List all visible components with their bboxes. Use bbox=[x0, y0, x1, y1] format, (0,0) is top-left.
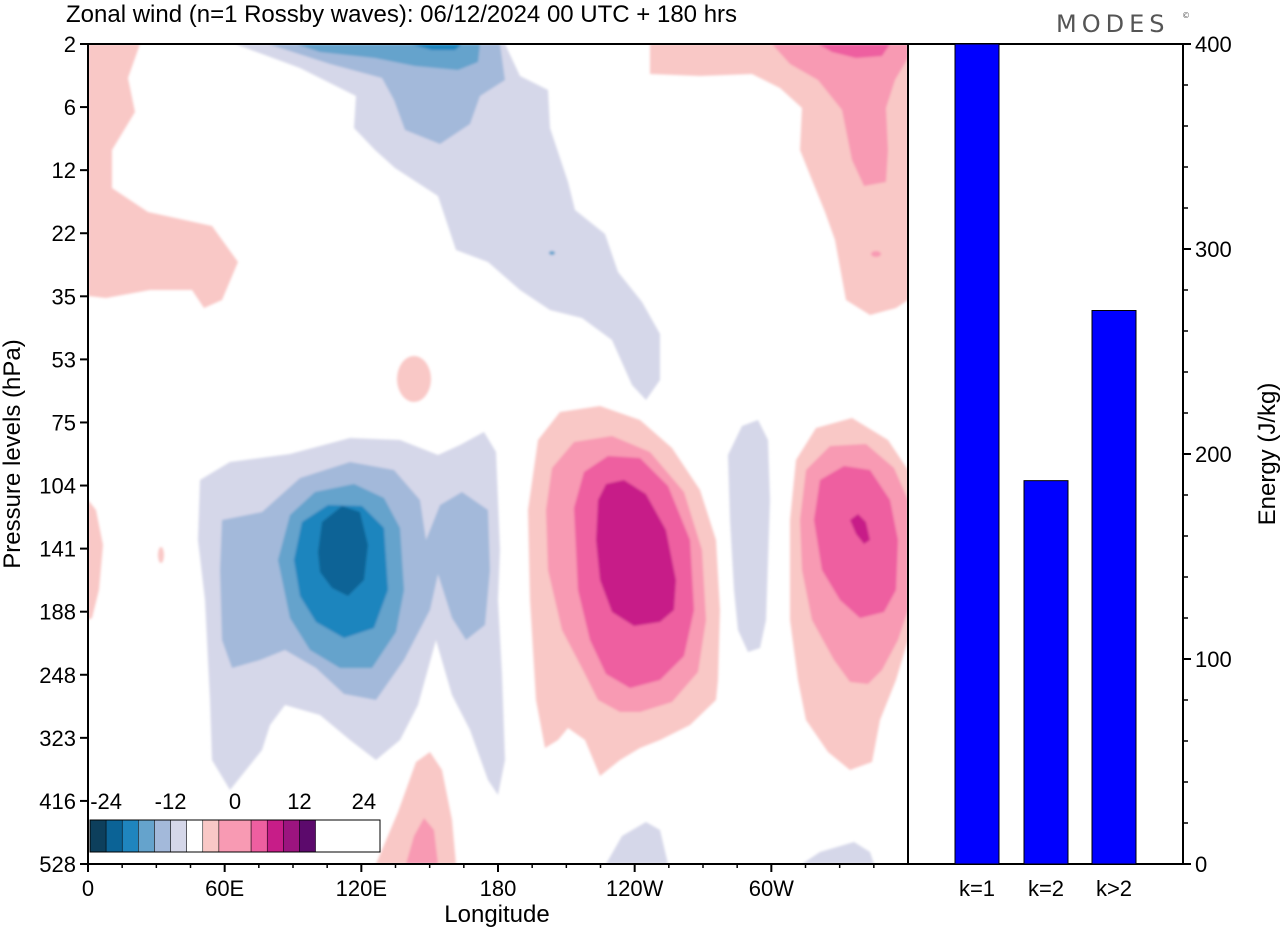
contour-speck-2 bbox=[549, 251, 555, 255]
colorbar-swatch bbox=[121, 819, 139, 853]
colorbar-swatch bbox=[266, 819, 284, 853]
energy-bar bbox=[1023, 480, 1069, 865]
y-tick-label: 53 bbox=[52, 347, 76, 372]
y-tick-label: 104 bbox=[39, 474, 76, 499]
energy-tick-label: 400 bbox=[1195, 32, 1232, 57]
chart-title: Zonal wind (n=1 Rossby waves): 06/12/202… bbox=[66, 1, 737, 28]
y-tick-label: 12 bbox=[52, 158, 76, 183]
colorbar-tick-label: -12 bbox=[155, 789, 187, 814]
x-tick-label: 60W bbox=[749, 876, 794, 901]
contour-positive-right-core bbox=[850, 514, 870, 544]
colorbar-swatch bbox=[186, 819, 204, 853]
x-axis-label: Longitude bbox=[444, 901, 549, 928]
brand-logo: MODES bbox=[1056, 10, 1169, 38]
colorbar-tick-label: 12 bbox=[287, 789, 311, 814]
contour-negative-bottom-2 bbox=[802, 842, 874, 864]
y-tick-label: 141 bbox=[39, 537, 76, 562]
contour-positive-left-edge bbox=[88, 500, 103, 620]
x-tick-label: 0 bbox=[82, 876, 94, 901]
contour-positive-right-lvl3 bbox=[814, 466, 898, 618]
x-tick-label: 180 bbox=[480, 876, 517, 901]
y-tick-label: 248 bbox=[39, 663, 76, 688]
colorbar-tick-label: 0 bbox=[229, 789, 241, 814]
colorbar-swatches bbox=[89, 819, 316, 853]
contour-speck-4 bbox=[871, 251, 881, 257]
energy-bar-label: k=1 bbox=[959, 876, 995, 901]
energy-bar-labels: k=1 k=2 k>2 bbox=[959, 876, 1132, 901]
colorbar-labels: -24 -12 0 12 24 bbox=[90, 789, 376, 814]
contour-negative-upper-tongue bbox=[235, 44, 660, 400]
contour-positive-top-right-mid bbox=[772, 44, 908, 186]
contour-plot bbox=[88, 44, 908, 864]
energy-tick-label: 0 bbox=[1195, 852, 1207, 877]
energy-tick-label: 100 bbox=[1195, 647, 1232, 672]
y-tick-label: 22 bbox=[52, 221, 76, 246]
contour-positive-bottom-mid bbox=[406, 818, 438, 864]
energy-tick-label: 300 bbox=[1195, 237, 1232, 262]
x-tick-label: 60E bbox=[205, 876, 244, 901]
colorbar: -24 -12 0 12 24 bbox=[89, 789, 381, 853]
energy-bar-label: k>2 bbox=[1096, 876, 1132, 901]
contour-positive-bottom bbox=[376, 752, 456, 864]
colorbar-frame bbox=[89, 819, 381, 853]
contour-positive-top-left bbox=[88, 44, 238, 308]
energy-bars bbox=[954, 43, 1137, 865]
colorbar-swatch bbox=[89, 819, 107, 853]
colorbar-swatch bbox=[154, 819, 171, 853]
y-tick-label: 323 bbox=[39, 726, 76, 751]
colorbar-swatch bbox=[138, 819, 155, 853]
y-axis-pressure: 2 6 12 22 35 53 75 104 141 188 248 323 416 528 bbox=[39, 32, 88, 877]
colorbar-tick-label: 24 bbox=[352, 789, 376, 814]
energy-bar-label: k=2 bbox=[1028, 876, 1064, 901]
y-tick-label: 528 bbox=[39, 852, 76, 877]
colorbar-swatch bbox=[170, 819, 187, 853]
colorbar-swatch bbox=[105, 819, 123, 853]
y-tick-label: 75 bbox=[52, 410, 76, 435]
x-tick-label: 120E bbox=[336, 876, 387, 901]
contour-negative-60w bbox=[728, 420, 770, 652]
contour-positive-top-right-core bbox=[818, 44, 890, 58]
contour-speck-1 bbox=[158, 547, 164, 563]
colorbar-swatch bbox=[250, 819, 268, 853]
energy-bar bbox=[1091, 310, 1137, 865]
contour-fill-layer bbox=[88, 44, 908, 864]
brand-mark: © bbox=[1182, 11, 1190, 20]
colorbar-swatch bbox=[283, 819, 300, 853]
colorbar-swatch bbox=[299, 819, 316, 853]
contour-positive-small-blob bbox=[397, 356, 431, 402]
contour-positive-main-core bbox=[596, 480, 676, 626]
y-tick-label: 188 bbox=[39, 600, 76, 625]
colorbar-swatch bbox=[202, 819, 220, 853]
contour-negative-bottom-1 bbox=[606, 822, 668, 864]
y-tick-label: 6 bbox=[64, 95, 76, 120]
contour-negative-upper-core bbox=[296, 44, 480, 70]
contour-negative-main-core bbox=[318, 506, 368, 596]
colorbar-tick-label: -24 bbox=[90, 789, 122, 814]
y-tick-label: 416 bbox=[39, 789, 76, 814]
y-axis-label: Pressure levels (hPa) bbox=[0, 339, 26, 568]
energy-bar bbox=[954, 43, 1000, 865]
y-axis-energy: 0 100 200 300 400 bbox=[1183, 32, 1232, 877]
energy-axis-label: Energy (J/kg) bbox=[1254, 383, 1280, 526]
x-axis: 0 60E 120E 180 120W 60W bbox=[82, 864, 875, 901]
contour-negative-upper-peak bbox=[410, 44, 462, 50]
energy-tick-label: 200 bbox=[1195, 442, 1232, 467]
y-tick-label: 2 bbox=[64, 32, 76, 57]
x-tick-label: 120W bbox=[606, 876, 664, 901]
colorbar-swatch bbox=[218, 819, 252, 853]
y-tick-label: 35 bbox=[52, 284, 76, 309]
contour-negative-upper-mid bbox=[268, 44, 505, 144]
